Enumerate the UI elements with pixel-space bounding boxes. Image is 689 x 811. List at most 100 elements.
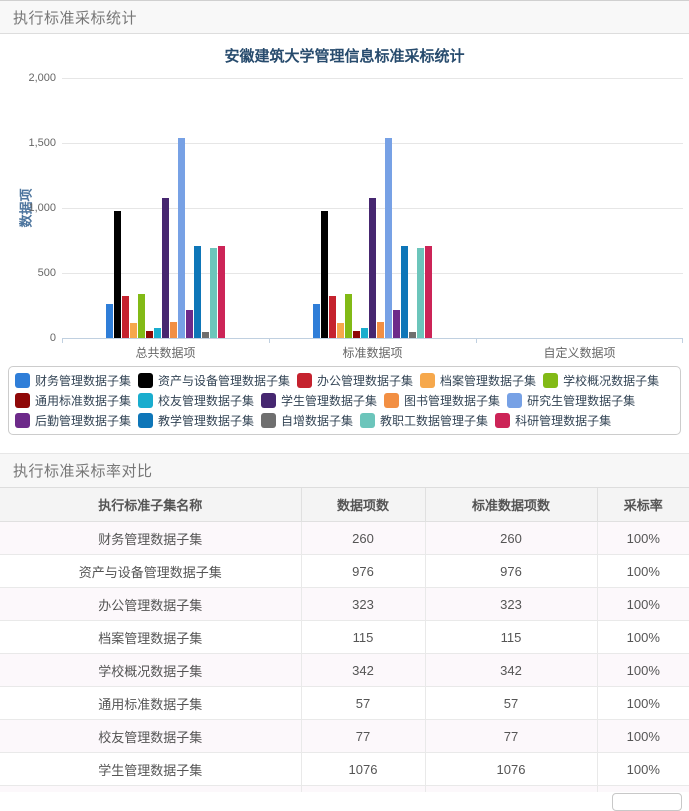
bar[interactable]: [321, 211, 328, 338]
bar[interactable]: [202, 332, 209, 338]
legend-swatch-icon: [297, 373, 313, 388]
table-cell: 77: [301, 719, 426, 753]
gridline: [62, 78, 683, 79]
legend-item[interactable]: 校友管理数据子集: [138, 392, 254, 409]
legend-item-label: 研究生管理数据子集: [527, 394, 636, 408]
compare-table: 执行标准子集名称 数据项数 标准数据项数 采标率 财务管理数据子集 260 260 100%…: [0, 488, 689, 792]
legend-item-label: 校友管理数据子集: [158, 394, 255, 408]
legend-item[interactable]: 办公管理数据子集: [297, 372, 413, 389]
table-row: 图书管理数据子集124124100%: [0, 785, 689, 792]
bar[interactable]: [345, 294, 352, 338]
table-cell: 100%: [597, 653, 689, 687]
table-cell: 资产与设备管理数据子集: [0, 554, 302, 588]
chart-legend: 财务管理数据子集 资产与设备管理数据子集 办公管理数据子集 档案管理数据子集 学校概况数…: [8, 366, 681, 435]
x-axis-category-label: 标准数据项: [342, 346, 403, 360]
legend-item-label: 后勤管理数据子集: [35, 414, 132, 428]
legend-item[interactable]: 图书管理数据子集: [384, 392, 500, 409]
table-cell: 通用标准数据子集: [0, 686, 302, 720]
x-axis-category-label: 自定义数据项: [543, 346, 616, 360]
bar[interactable]: [385, 138, 392, 338]
bar[interactable]: [393, 310, 400, 338]
legend-item-label: 办公管理数据子集: [317, 374, 414, 388]
panel-gap: [0, 437, 689, 453]
table-cell: 100%: [597, 587, 689, 621]
table-header-cell: 标准数据项数: [425, 488, 598, 522]
table-cell: 260: [301, 521, 426, 555]
legend-item-label: 档案管理数据子集: [440, 374, 537, 388]
partial-button[interactable]: [612, 793, 682, 811]
bar[interactable]: [114, 211, 121, 338]
bar[interactable]: [122, 296, 129, 338]
legend-item[interactable]: 通用标准数据子集: [15, 392, 131, 409]
bar[interactable]: [353, 331, 360, 338]
bar[interactable]: [186, 310, 193, 338]
gridline: [62, 143, 683, 144]
table-cell: 976: [301, 554, 426, 588]
bar[interactable]: [369, 198, 376, 338]
bar[interactable]: [377, 322, 384, 338]
table-header-cell: 数据项数: [301, 488, 426, 522]
compare-table-container: 执行标准子集名称 数据项数 标准数据项数 采标率 财务管理数据子集 260 260 100%…: [0, 488, 689, 792]
bar[interactable]: [409, 332, 416, 338]
table-cell: 323: [425, 587, 598, 621]
legend-item[interactable]: 档案管理数据子集: [420, 372, 536, 389]
bar-group: [476, 78, 683, 338]
bar[interactable]: [170, 322, 177, 338]
table-cell: 57: [301, 686, 426, 720]
legend-item[interactable]: 教学管理数据子集: [138, 412, 254, 429]
bar[interactable]: [154, 328, 161, 338]
y-axis-tick-label: 1,000: [28, 202, 56, 214]
table-header-row: 执行标准子集名称 数据项数 标准数据项数 采标率: [0, 488, 689, 522]
legend-swatch-icon: [507, 393, 523, 408]
legend-item[interactable]: 资产与设备管理数据子集: [138, 372, 290, 389]
chart-title: 安徽建筑大学管理信息标准采标统计: [224, 48, 465, 65]
table-cell: 323: [301, 587, 426, 621]
table-cell: 77: [425, 719, 598, 753]
legend-item[interactable]: 教职工数据管理子集: [360, 412, 488, 429]
section-header-compare: 执行标准采标率对比: [0, 453, 689, 488]
bar[interactable]: [106, 304, 113, 338]
bar[interactable]: [162, 198, 169, 338]
legend-item[interactable]: 学生管理数据子集: [261, 392, 377, 409]
bar[interactable]: [130, 323, 137, 338]
bar[interactable]: [361, 328, 368, 338]
bar[interactable]: [146, 331, 153, 338]
legend-item[interactable]: 后勤管理数据子集: [15, 412, 131, 429]
bar[interactable]: [178, 138, 185, 338]
bar[interactable]: [401, 246, 408, 338]
table-row: 学校概况数据子集 342 342 100%: [0, 653, 689, 687]
table-header-cell: 执行标准子集名称: [0, 488, 302, 522]
legend-item[interactable]: 财务管理数据子集: [15, 372, 131, 389]
bar[interactable]: [313, 304, 320, 338]
legend-swatch-icon: [420, 373, 436, 388]
legend-item[interactable]: 学校概况数据子集: [543, 372, 659, 389]
legend-item-label: 科研管理数据子集: [515, 414, 612, 428]
bar[interactable]: [425, 246, 432, 338]
y-axis-tick-label: 0: [49, 332, 56, 344]
bar[interactable]: [138, 294, 145, 338]
legend-item[interactable]: 研究生管理数据子集: [507, 392, 635, 409]
legend-item[interactable]: 自增数据子集: [261, 412, 353, 429]
bar[interactable]: [329, 296, 336, 338]
bar[interactable]: [194, 246, 201, 338]
bar[interactable]: [337, 323, 344, 338]
section-title-stats: 执行标准采标统计: [13, 9, 138, 27]
plot-area: [62, 78, 683, 343]
legend-swatch-icon: [15, 393, 30, 408]
legend-item[interactable]: 科研管理数据子集: [495, 412, 611, 429]
legend-item-label: 自增数据子集: [281, 414, 354, 428]
table-cell: 124: [425, 785, 598, 792]
bar[interactable]: [210, 248, 217, 338]
x-axis-tick: [682, 338, 683, 343]
legend-swatch-icon: [495, 413, 511, 428]
table-row: 资产与设备管理数据子集 976 976 100%: [0, 554, 689, 588]
bar[interactable]: [218, 246, 225, 338]
legend-item-label: 教职工数据管理子集: [380, 414, 489, 428]
legend-row: 后勤管理数据子集 教学管理数据子集 自增数据子集 教职工数据管理子集 科研管理数据子集: [15, 412, 674, 429]
table-cell: 100%: [597, 554, 689, 588]
bar[interactable]: [417, 248, 424, 338]
legend-swatch-icon: [15, 373, 30, 388]
table-row: 校友管理数据子集 77 77 100%: [0, 719, 689, 753]
y-axis-tick-label: 2,000: [28, 72, 56, 84]
